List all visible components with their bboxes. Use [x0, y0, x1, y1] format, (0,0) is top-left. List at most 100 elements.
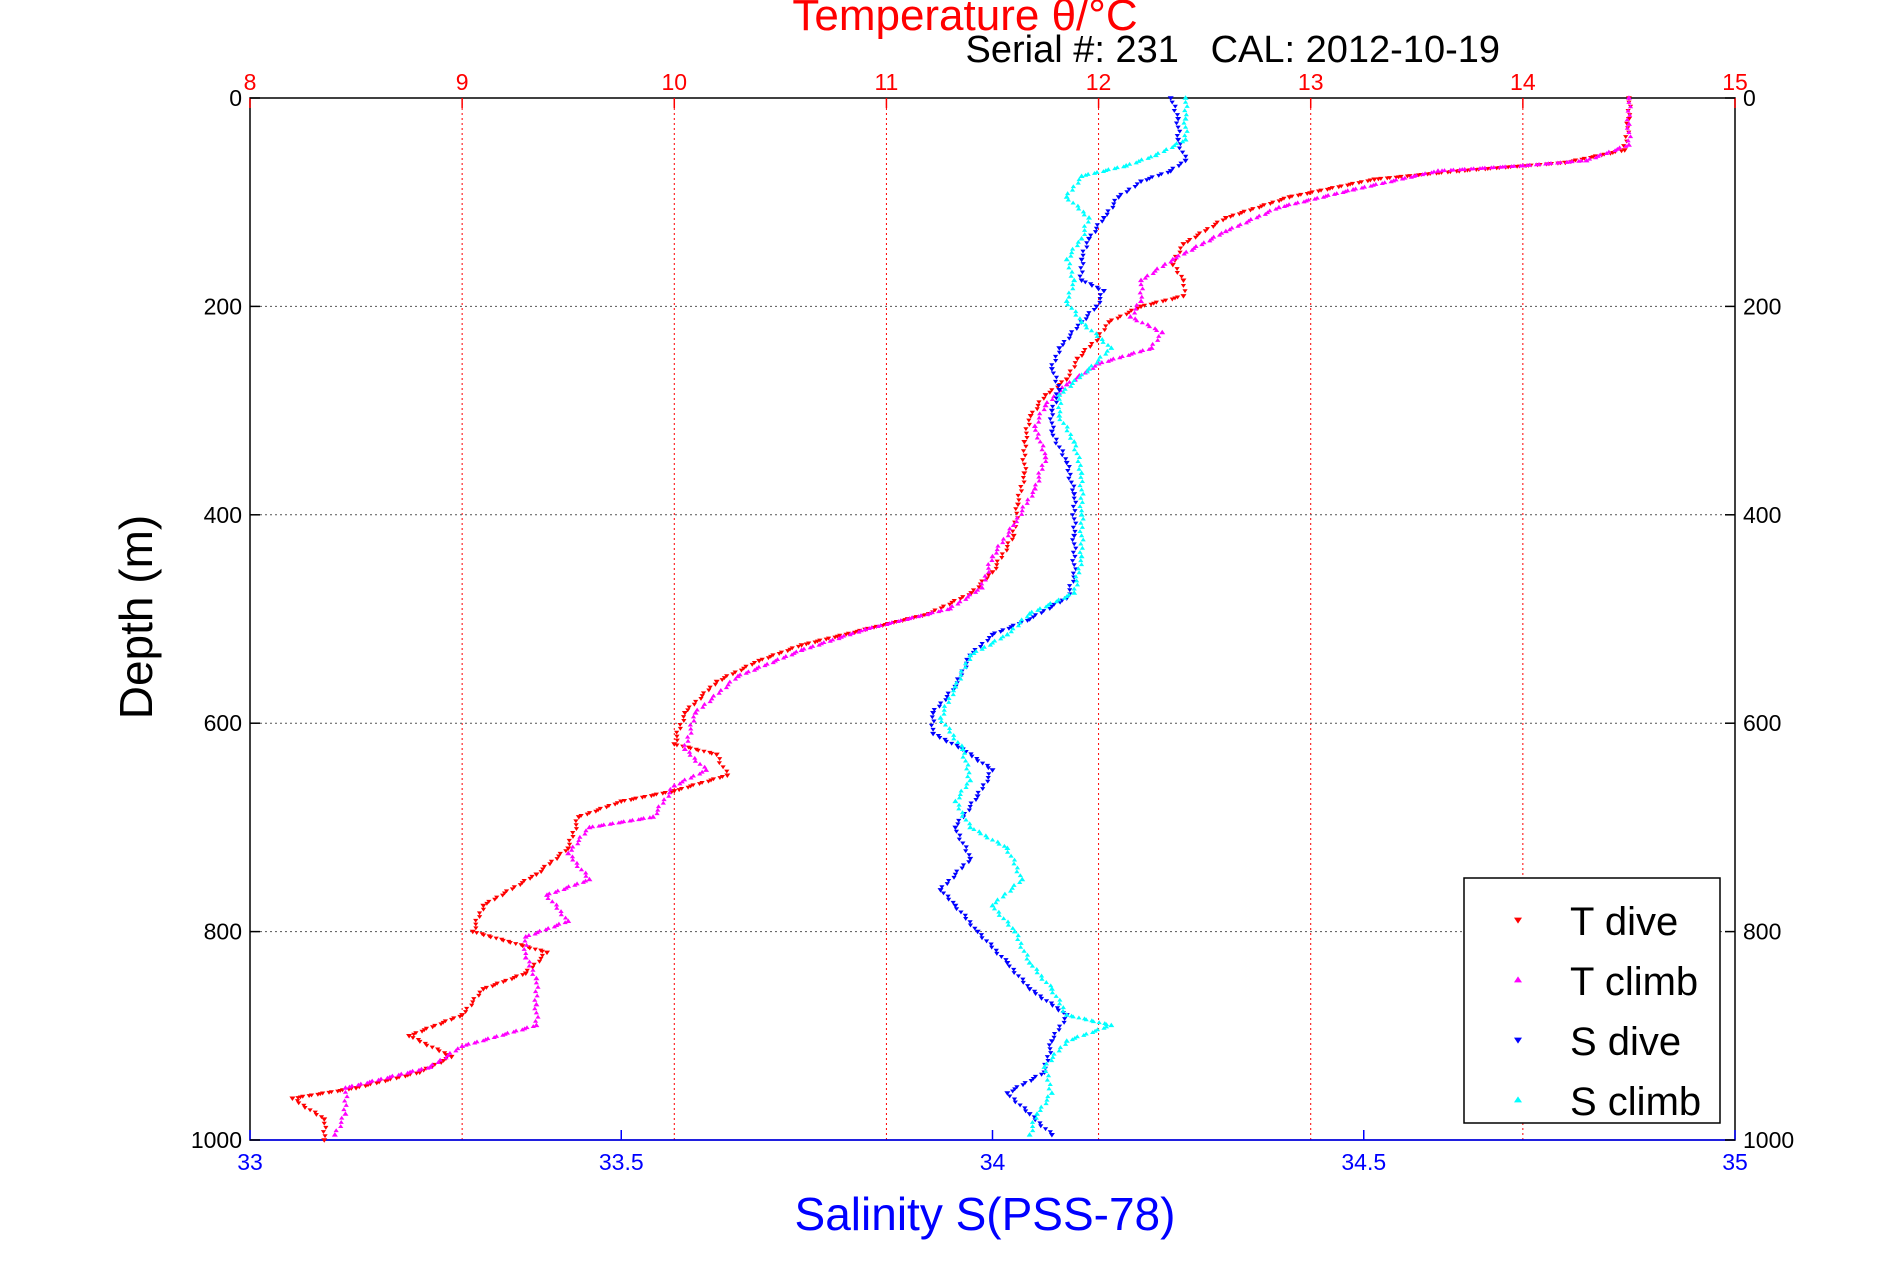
data-point	[1078, 278, 1085, 284]
data-point	[712, 682, 719, 687]
data-point	[980, 761, 986, 766]
data-point	[1010, 1089, 1016, 1094]
data-point	[1067, 435, 1074, 440]
data-point	[847, 632, 853, 637]
data-point	[690, 773, 696, 778]
data-point	[770, 653, 776, 658]
data-point	[1076, 1015, 1082, 1020]
data-point	[1079, 270, 1085, 275]
data-point	[694, 707, 700, 712]
data-point	[1439, 168, 1445, 173]
data-point	[982, 577, 988, 582]
data-point	[1111, 202, 1117, 207]
data-point	[1050, 433, 1056, 438]
data-point	[946, 726, 953, 730]
data-point	[875, 624, 881, 629]
data-point	[639, 795, 646, 800]
data-point	[688, 730, 694, 735]
data-point	[964, 781, 970, 786]
data-point	[294, 1099, 301, 1103]
data-point	[1222, 228, 1229, 234]
data-point	[961, 750, 968, 755]
data-point	[1056, 396, 1062, 401]
data-point	[1090, 1030, 1096, 1035]
data-point	[1301, 199, 1307, 204]
data-point	[1176, 164, 1182, 169]
data-point	[962, 913, 968, 918]
data-point	[1626, 130, 1632, 134]
data-point	[1162, 261, 1168, 266]
data-point	[989, 632, 996, 638]
data-point	[335, 1089, 341, 1094]
data-point	[1053, 994, 1059, 998]
data-point	[529, 874, 535, 879]
data-point	[1078, 470, 1085, 475]
data-point	[569, 847, 575, 852]
top-tick-label: 10	[661, 69, 687, 95]
data-point	[566, 838, 572, 843]
data-point	[346, 1084, 353, 1089]
data-point	[1011, 861, 1017, 866]
data-point	[480, 987, 487, 992]
data-point	[1055, 597, 1062, 602]
data-point	[823, 637, 829, 642]
data-point	[384, 1075, 391, 1080]
data-point	[1073, 500, 1079, 505]
data-point	[1100, 169, 1107, 173]
data-point	[967, 856, 974, 862]
data-point	[930, 727, 936, 732]
data-point	[1078, 495, 1084, 500]
data-point	[1140, 348, 1146, 353]
left-tick-label: 800	[204, 919, 242, 945]
series-layer	[289, 95, 1634, 1143]
left-axis-ticks: 0 200 400 600 800 1000	[191, 85, 260, 1153]
data-point	[1627, 104, 1634, 109]
data-point	[481, 933, 487, 938]
data-point	[1126, 187, 1132, 192]
data-point	[1136, 158, 1142, 163]
data-point	[483, 985, 490, 990]
data-point	[959, 813, 965, 818]
data-point	[473, 926, 479, 931]
right-tick-label: 200	[1743, 293, 1781, 319]
data-point	[1119, 354, 1125, 359]
data-point	[1388, 179, 1394, 184]
data-point	[1056, 384, 1062, 388]
data-point	[1073, 521, 1079, 526]
data-point	[1069, 250, 1075, 255]
data-point	[511, 975, 517, 980]
data-point	[1094, 339, 1100, 343]
data-point	[565, 850, 572, 856]
data-point	[1083, 172, 1089, 177]
data-point	[1060, 343, 1066, 348]
data-point	[1060, 449, 1066, 454]
data-point	[692, 758, 699, 763]
data-point	[1117, 314, 1123, 319]
data-point	[1043, 604, 1049, 609]
data-point	[1182, 116, 1189, 121]
data-point	[1079, 353, 1085, 358]
data-point	[1048, 429, 1055, 435]
data-point	[989, 837, 996, 842]
data-point	[972, 926, 978, 931]
data-point	[1093, 304, 1100, 310]
data-point	[965, 762, 971, 767]
data-point	[1393, 175, 1399, 180]
data-point	[1021, 948, 1027, 953]
data-point	[1623, 143, 1629, 148]
data-point	[1014, 511, 1020, 516]
data-point	[1080, 249, 1086, 254]
data-point	[989, 558, 995, 562]
data-point	[1497, 164, 1503, 169]
data-point	[1044, 1097, 1050, 1102]
data-point	[1038, 1124, 1044, 1129]
data-point	[963, 785, 969, 790]
data-point	[1627, 113, 1633, 117]
data-point	[1182, 95, 1189, 100]
data-point	[1010, 522, 1017, 528]
data-point	[331, 1132, 338, 1137]
data-point	[375, 1077, 382, 1082]
data-point	[1022, 1106, 1028, 1111]
data-point	[1069, 246, 1076, 251]
data-point	[1004, 545, 1010, 549]
